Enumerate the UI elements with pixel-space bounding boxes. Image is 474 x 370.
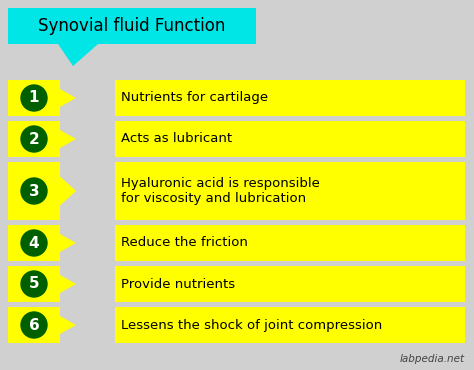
FancyBboxPatch shape: [115, 162, 465, 220]
FancyBboxPatch shape: [8, 121, 60, 157]
Text: 4: 4: [29, 235, 39, 250]
Circle shape: [21, 126, 47, 152]
Text: 5: 5: [29, 276, 39, 292]
FancyBboxPatch shape: [115, 225, 465, 261]
FancyBboxPatch shape: [115, 121, 465, 157]
Circle shape: [21, 85, 47, 111]
FancyBboxPatch shape: [8, 162, 60, 220]
Text: 2: 2: [28, 131, 39, 147]
Polygon shape: [60, 316, 76, 334]
Text: Lessens the shock of joint compression: Lessens the shock of joint compression: [121, 319, 382, 332]
FancyBboxPatch shape: [115, 80, 465, 116]
Polygon shape: [60, 130, 76, 148]
Text: labpedia.net: labpedia.net: [400, 354, 465, 364]
FancyBboxPatch shape: [8, 225, 60, 261]
Circle shape: [21, 312, 47, 338]
Text: Synovial fluid Function: Synovial fluid Function: [38, 17, 226, 35]
Circle shape: [21, 230, 47, 256]
Text: Hyaluronic acid is responsible
for viscosity and lubrication: Hyaluronic acid is responsible for visco…: [121, 177, 320, 205]
FancyBboxPatch shape: [8, 266, 60, 302]
Text: 3: 3: [29, 184, 39, 198]
Text: 1: 1: [29, 91, 39, 105]
FancyBboxPatch shape: [8, 80, 60, 116]
Text: 6: 6: [28, 317, 39, 333]
Circle shape: [21, 271, 47, 297]
Polygon shape: [60, 176, 76, 205]
Polygon shape: [60, 275, 76, 293]
Polygon shape: [60, 234, 76, 252]
Polygon shape: [58, 44, 98, 66]
Text: Reduce the friction: Reduce the friction: [121, 236, 248, 249]
FancyBboxPatch shape: [8, 8, 256, 44]
Text: Nutrients for cartilage: Nutrients for cartilage: [121, 91, 268, 104]
Text: Acts as lubricant: Acts as lubricant: [121, 132, 232, 145]
FancyBboxPatch shape: [115, 307, 465, 343]
Polygon shape: [60, 89, 76, 107]
Text: Provide nutrients: Provide nutrients: [121, 278, 235, 290]
FancyBboxPatch shape: [8, 307, 60, 343]
FancyBboxPatch shape: [115, 266, 465, 302]
Circle shape: [21, 178, 47, 204]
